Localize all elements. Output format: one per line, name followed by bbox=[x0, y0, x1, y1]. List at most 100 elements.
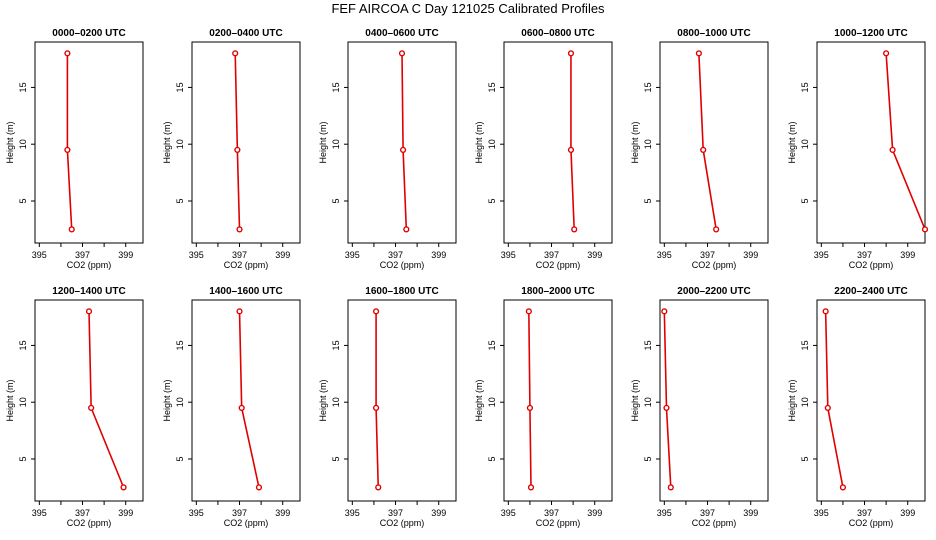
x-tick-label: 399 bbox=[431, 250, 446, 260]
data-point bbox=[921, 226, 929, 233]
plot-frame bbox=[34, 299, 144, 502]
profile-panel: 0000–0200 UTC 395 397 399 CO2 (ppm) 5 10 15 Heig… bbox=[5, 28, 144, 270]
y-tick-label: 5 bbox=[487, 456, 497, 461]
panel-title: 2000–2200 UTC bbox=[677, 286, 750, 297]
y-tick-label: 5 bbox=[800, 456, 810, 461]
data-point bbox=[883, 50, 890, 57]
x-tick-label: 397 bbox=[232, 250, 247, 260]
data-point bbox=[700, 146, 707, 153]
y-tick-label: 10 bbox=[643, 397, 653, 407]
plot-frame bbox=[503, 41, 613, 244]
x-axis-label: CO2 (ppm) bbox=[536, 518, 581, 528]
data-point bbox=[822, 308, 829, 315]
x-axis-label: CO2 (ppm) bbox=[67, 260, 112, 270]
y-tick-label: 5 bbox=[643, 198, 653, 203]
x-tick-label: 399 bbox=[900, 508, 915, 518]
y-axis-label: Height (m) bbox=[318, 379, 328, 421]
y-tick-label: 15 bbox=[800, 82, 810, 92]
data-point bbox=[88, 404, 95, 411]
plot-frame bbox=[659, 299, 769, 502]
panel-title: 0400–0600 UTC bbox=[365, 28, 438, 39]
y-axis-label: Height (m) bbox=[630, 379, 640, 421]
data-point bbox=[64, 146, 71, 153]
data-point bbox=[372, 308, 380, 315]
profile-line bbox=[663, 311, 672, 488]
profile-panel: 2000–2200 UTC 395 397 399 CO2 (ppm) 5 10 15 Heig… bbox=[630, 286, 769, 528]
plot-frame bbox=[347, 41, 457, 244]
x-tick-label: 395 bbox=[657, 250, 672, 260]
figure-title: FEF AIRCOA C Day 121025 Calibrated Profi… bbox=[331, 1, 605, 16]
x-axis-label: CO2 (ppm) bbox=[224, 260, 269, 270]
y-tick-label: 5 bbox=[175, 456, 185, 461]
y-tick-label: 15 bbox=[18, 82, 28, 92]
data-point bbox=[398, 50, 406, 57]
x-tick-label: 395 bbox=[501, 250, 516, 260]
x-axis-label: CO2 (ppm) bbox=[692, 260, 737, 270]
y-axis-label: Height (m) bbox=[787, 121, 797, 163]
x-tick-label: 395 bbox=[501, 508, 516, 518]
plot-frame bbox=[34, 41, 144, 244]
data-point bbox=[85, 308, 93, 315]
y-tick-label: 5 bbox=[18, 456, 28, 461]
plot-frame bbox=[816, 299, 926, 502]
y-tick-label: 5 bbox=[331, 198, 341, 203]
x-tick-label: 399 bbox=[587, 508, 602, 518]
data-point bbox=[403, 226, 410, 233]
data-point bbox=[661, 308, 668, 315]
data-point bbox=[236, 226, 243, 233]
x-tick-label: 395 bbox=[814, 508, 829, 518]
y-axis-label: Height (m) bbox=[474, 379, 484, 421]
profile-panel: 2200–2400 UTC 395 397 399 CO2 (ppm) 5 10 15 Heig… bbox=[787, 286, 926, 528]
y-tick-label: 10 bbox=[643, 139, 653, 149]
x-tick-label: 397 bbox=[75, 508, 90, 518]
profile-panel: 1600–1800 UTC 395 397 399 CO2 (ppm) 5 10 15 Heig… bbox=[318, 286, 457, 528]
plot-frame bbox=[191, 41, 301, 244]
profile-panel: 0600–0800 UTC 395 397 399 CO2 (ppm) 5 10 15 Heig… bbox=[474, 28, 613, 270]
x-axis-label: CO2 (ppm) bbox=[224, 518, 269, 528]
x-tick-label: 397 bbox=[700, 250, 715, 260]
x-tick-label: 399 bbox=[118, 508, 133, 518]
data-point bbox=[232, 50, 239, 57]
x-axis-label: CO2 (ppm) bbox=[380, 518, 425, 528]
data-point bbox=[525, 308, 532, 315]
x-axis-label: CO2 (ppm) bbox=[536, 260, 581, 270]
data-point bbox=[372, 404, 380, 411]
y-tick-label: 10 bbox=[18, 139, 28, 149]
x-tick-label: 399 bbox=[900, 250, 915, 260]
x-tick-label: 397 bbox=[544, 250, 559, 260]
panel-title: 0800–1000 UTC bbox=[677, 28, 750, 39]
panel-title: 2200–2400 UTC bbox=[834, 286, 907, 297]
plot-frame bbox=[503, 299, 613, 502]
x-tick-label: 397 bbox=[388, 508, 403, 518]
data-point bbox=[120, 484, 127, 491]
profile-line bbox=[234, 53, 241, 230]
data-point bbox=[824, 404, 831, 411]
y-axis-label: Height (m) bbox=[787, 379, 797, 421]
x-axis-label: CO2 (ppm) bbox=[849, 518, 894, 528]
x-tick-label: 395 bbox=[32, 508, 47, 518]
y-tick-label: 15 bbox=[175, 340, 185, 350]
x-tick-label: 397 bbox=[75, 250, 90, 260]
data-point bbox=[571, 226, 578, 233]
profile-line bbox=[885, 53, 926, 230]
data-point bbox=[68, 226, 75, 233]
data-point bbox=[255, 484, 263, 491]
y-tick-label: 5 bbox=[175, 198, 185, 203]
plot-frame bbox=[816, 41, 926, 244]
profile-panel: 0800–1000 UTC 395 397 399 CO2 (ppm) 5 10 15 Heig… bbox=[630, 28, 769, 270]
y-axis-label: Height (m) bbox=[630, 121, 640, 163]
y-tick-label: 10 bbox=[18, 397, 28, 407]
y-tick-label: 15 bbox=[175, 82, 185, 92]
data-point bbox=[695, 50, 702, 57]
y-tick-label: 5 bbox=[487, 198, 497, 203]
y-tick-label: 5 bbox=[800, 198, 810, 203]
data-point bbox=[236, 308, 243, 315]
y-tick-label: 10 bbox=[331, 397, 341, 407]
y-tick-label: 10 bbox=[487, 139, 497, 149]
data-point bbox=[663, 404, 670, 411]
data-point bbox=[713, 226, 720, 233]
profile-panel: 1400–1600 UTC 395 397 399 CO2 (ppm) 5 10 15 Heig… bbox=[162, 286, 301, 528]
y-tick-label: 10 bbox=[487, 397, 497, 407]
x-tick-label: 395 bbox=[345, 250, 360, 260]
y-tick-label: 15 bbox=[487, 82, 497, 92]
